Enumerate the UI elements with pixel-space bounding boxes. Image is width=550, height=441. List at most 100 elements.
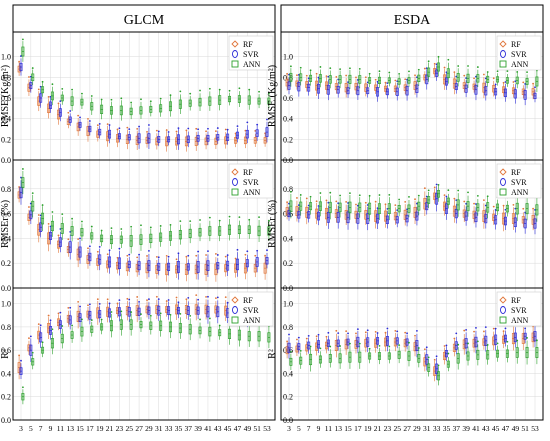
box-ann <box>228 215 231 241</box>
box-ann <box>348 342 352 369</box>
box-ann <box>129 101 133 120</box>
box-svr <box>326 75 330 101</box>
x-tick-label: 11 <box>57 424 64 433</box>
box-svr <box>523 327 527 344</box>
box-svr <box>29 335 33 363</box>
x-tick-label: 23 <box>384 424 392 433</box>
box-svr <box>226 254 230 277</box>
box-svr <box>157 130 161 147</box>
box-svr <box>523 211 527 234</box>
legend-label: ANN <box>243 60 261 69</box>
box-rf <box>305 74 309 92</box>
box-svr <box>435 355 439 380</box>
x-tick-label: 41 <box>472 424 480 433</box>
box-ann <box>397 198 401 217</box>
x-tick-label: 31 <box>155 424 163 433</box>
box-svr <box>108 124 112 144</box>
box-ann <box>358 67 362 89</box>
box-ann <box>247 88 251 110</box>
box-svr <box>474 203 478 228</box>
box-svr <box>504 327 507 347</box>
box-ann <box>309 69 313 86</box>
title-box <box>280 4 544 33</box>
box-ann <box>100 318 104 335</box>
legend-label: SVR <box>511 306 527 315</box>
box-svr <box>356 328 360 354</box>
box-svr <box>405 208 409 227</box>
box-rf <box>452 71 456 95</box>
box-svr <box>255 123 259 141</box>
x-tick-label: 41 <box>204 424 212 433</box>
box-svr <box>336 78 340 98</box>
panel-frame <box>12 287 276 421</box>
legend-label: SVR <box>243 178 259 187</box>
legend-label: RF <box>243 296 253 305</box>
box-ann <box>178 90 182 114</box>
box-svr <box>385 327 389 352</box>
box-ann <box>378 70 381 88</box>
box-svr <box>196 128 200 146</box>
box-rf <box>263 254 267 280</box>
box-ann <box>427 189 431 208</box>
title-box <box>12 4 276 33</box>
box-ann <box>486 195 490 219</box>
box-ann <box>139 98 143 119</box>
box-svr <box>19 176 23 205</box>
x-tick-label: 9 <box>49 424 53 433</box>
x-tick-label: 11 <box>325 424 332 433</box>
box-ann <box>21 168 25 195</box>
box-ann <box>198 219 202 242</box>
x-tick-label: 51 <box>253 424 261 433</box>
box-svr <box>147 298 151 320</box>
y-tick-label: 0.6 <box>1 346 11 355</box>
box-ann <box>31 351 35 370</box>
box-ann <box>169 314 172 339</box>
box-ann <box>515 339 519 364</box>
y-axis-label: R² <box>267 349 278 359</box>
box-ann <box>318 66 322 88</box>
box-svr <box>206 295 210 324</box>
box-svr <box>317 76 320 99</box>
box-ann <box>31 67 35 86</box>
y-tick-label: 0.4 <box>283 115 293 124</box>
box-ann <box>169 94 172 117</box>
box-ann <box>80 92 84 109</box>
box-ann <box>348 67 352 89</box>
x-tick-label: 39 <box>462 424 470 433</box>
box-ann <box>289 190 293 219</box>
box-svr <box>513 80 517 104</box>
box-rf <box>433 358 437 382</box>
box-ann <box>267 325 271 349</box>
box-ann <box>338 345 342 369</box>
box-ann <box>21 38 25 62</box>
box-rf <box>17 354 21 380</box>
box-svr <box>49 225 52 245</box>
box-ann <box>328 345 332 368</box>
box-svr <box>287 73 291 95</box>
box-ann <box>535 196 539 222</box>
box-ann <box>456 189 460 217</box>
box-ann <box>50 211 54 237</box>
legend-label: ANN <box>511 60 529 69</box>
box-svr <box>98 245 102 271</box>
box-ann <box>41 341 45 358</box>
y-tick-label: 0.6 <box>1 210 11 219</box>
box-svr <box>127 253 131 272</box>
box-svr <box>147 250 151 278</box>
box-ann <box>417 194 421 216</box>
box-ann <box>368 72 372 88</box>
box-ann <box>218 88 222 111</box>
box-ann <box>397 344 401 364</box>
box-ann <box>100 229 104 247</box>
x-tick-label: 5 <box>29 424 33 433</box>
box-svr <box>484 77 488 101</box>
y-tick-label: 0.0 <box>1 284 11 293</box>
box-ann <box>139 313 143 333</box>
box-ann <box>309 195 313 215</box>
box-svr <box>216 254 220 274</box>
box-svr <box>216 127 220 144</box>
box-ann <box>299 194 303 216</box>
